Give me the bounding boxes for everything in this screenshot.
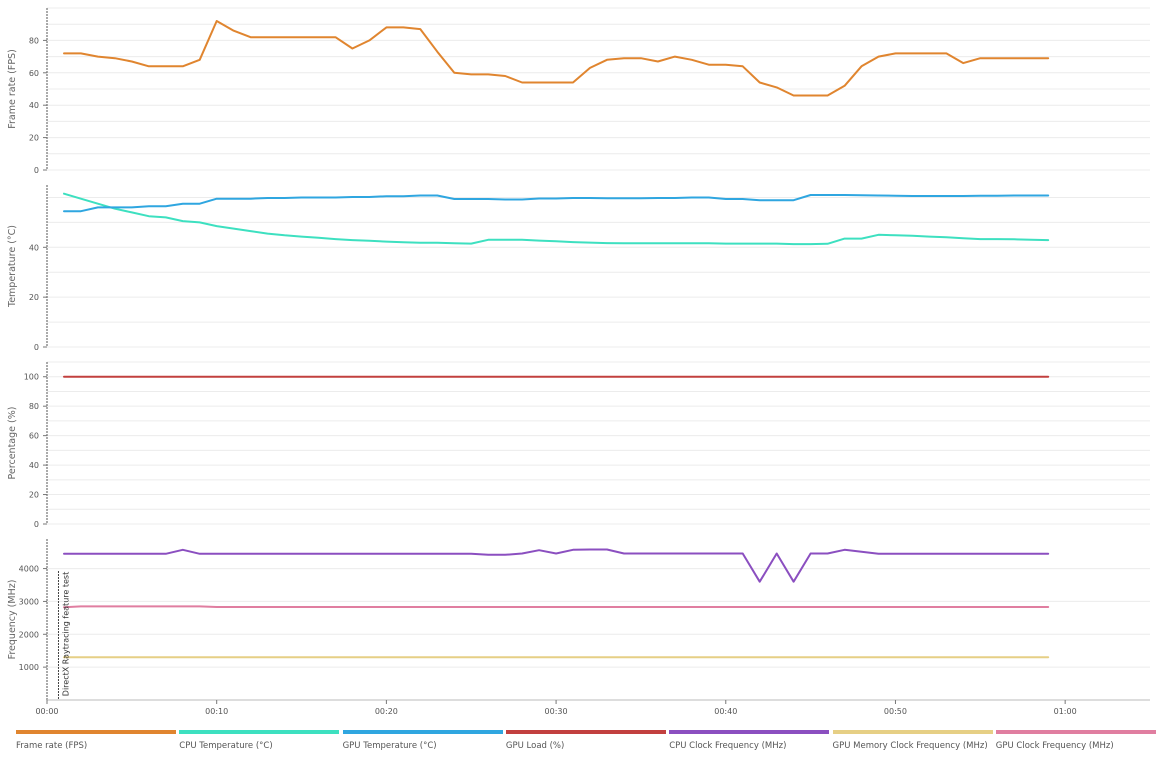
legend-label: CPU Temperature (°C): [179, 741, 273, 751]
y-tick-label: 20: [29, 293, 39, 302]
legend-label: GPU Temperature (°C): [342, 741, 437, 751]
x-tick-label: 00:40: [714, 707, 737, 716]
panel-2: 0 20 40 Temperature (°C): [7, 185, 1150, 352]
y-tick-label: 40: [29, 243, 39, 252]
y-axis-title: Temperature (°C): [7, 225, 18, 308]
legend-label: GPU Memory Clock Frequency (MHz): [832, 741, 988, 751]
y-tick-label: 40: [29, 101, 39, 110]
x-tick-label: 00:20: [375, 707, 398, 716]
y-tick-label: 0: [34, 520, 39, 529]
chart-legend: Frame rate (FPS) CPU Temperature (°C) GPU …: [0, 730, 1169, 754]
y-tick-label: 100: [24, 373, 39, 382]
legend-swatch: [832, 730, 993, 734]
legend-item[interactable]: GPU Memory Clock Frequency (MHz): [832, 730, 993, 751]
annotation-label: DirectX Raytracing feature test: [61, 572, 70, 696]
y-tick-label: 80: [29, 36, 39, 45]
series-line: [63, 20, 1050, 97]
series-line: [63, 192, 1050, 246]
y-tick-label: 3000: [19, 597, 39, 606]
legend-item[interactable]: CPU Temperature (°C): [179, 730, 340, 751]
y-tick-label: 60: [29, 69, 39, 78]
panel-1: 0 20 40 60 80 Frame rate (FPS): [7, 7, 1150, 175]
y-tick-label: 40: [29, 461, 39, 470]
legend-swatch: [179, 730, 340, 734]
y-axis-title: Frame rate (FPS): [7, 49, 18, 129]
legend-swatch: [669, 730, 830, 734]
y-tick-label: 20: [29, 134, 39, 143]
chart-canvas: 0 20 40 60 80 Frame rate (FPS) 0 20 40 Temperatur…: [7, 7, 1150, 716]
x-tick-label: 00:10: [205, 707, 228, 716]
series-line: [63, 548, 1050, 583]
x-tick-label: 00:00: [35, 707, 58, 716]
legend-swatch: [995, 730, 1156, 734]
y-tick-label: 80: [29, 402, 39, 411]
y-axis-title: Frequency (MHz): [7, 580, 18, 660]
annotation: DirectX Raytracing feature test: [57, 571, 70, 700]
legend-label: GPU Load (%): [505, 741, 565, 751]
x-tick-label: 00:50: [884, 707, 907, 716]
legend-item[interactable]: CPU Clock Frequency (MHz): [669, 730, 830, 751]
legend-item[interactable]: GPU Clock Frequency (MHz): [995, 730, 1156, 751]
y-tick-label: 2000: [19, 630, 39, 639]
legend-item[interactable]: Frame rate (FPS): [16, 730, 176, 751]
legend-label: GPU Clock Frequency (MHz): [995, 741, 1114, 751]
y-axis-title: Percentage (%): [7, 407, 18, 480]
legend-swatch: [16, 730, 176, 734]
y-tick-label: 60: [29, 432, 39, 441]
panel-3: 0 20 40 60 80 100 Percentage (%): [7, 361, 1150, 529]
x-axis: 00:00 00:10 00:20 00:30 00:40 00:50 01:00: [35, 699, 1150, 716]
legend-item[interactable]: GPU Load (%): [505, 730, 666, 751]
series-line: [63, 605, 1050, 609]
series-line: [63, 194, 1050, 213]
y-tick-label: 4000: [19, 565, 39, 574]
y-tick-label: 0: [34, 343, 39, 352]
y-tick-label: 0: [34, 166, 39, 175]
legend-swatch: [342, 730, 503, 734]
legend-swatch: [505, 730, 666, 734]
legend-label: Frame rate (FPS): [16, 741, 88, 751]
y-tick-label: 20: [29, 491, 39, 500]
x-tick-label: 00:30: [545, 707, 568, 716]
legend-label: CPU Clock Frequency (MHz): [669, 741, 787, 751]
y-tick-label: 1000: [19, 663, 39, 672]
legend-item[interactable]: GPU Temperature (°C): [342, 730, 503, 751]
x-tick-label: 01:00: [1054, 707, 1077, 716]
